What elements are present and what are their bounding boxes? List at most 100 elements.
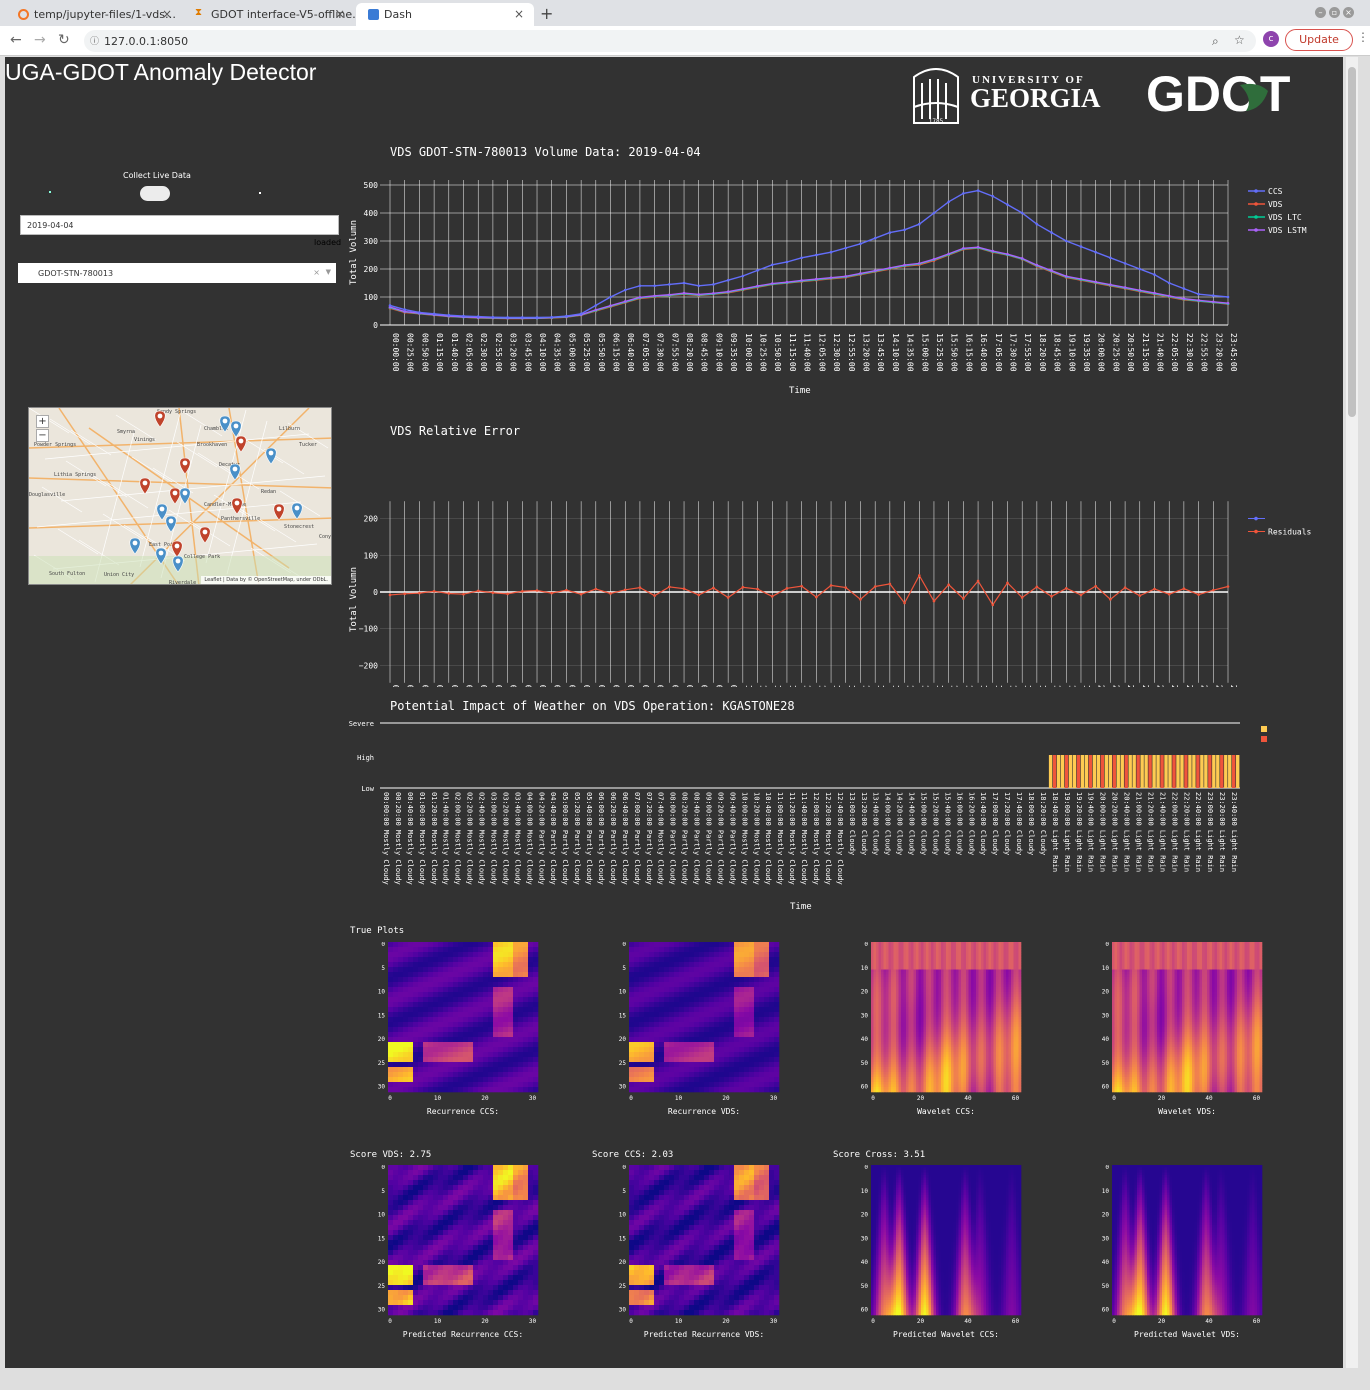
heat-cell [724, 1072, 730, 1078]
heat-cell [428, 1002, 434, 1008]
new-tab-icon[interactable]: + [540, 4, 554, 23]
heat-cell [986, 962, 989, 965]
heat-cell [936, 997, 939, 1000]
station-map[interactable]: Sandy Springs Smyrna Chamblee Lilburn Powder… [28, 407, 332, 585]
zoom-icon[interactable]: ⌕ [1212, 34, 1219, 48]
heat-cell [398, 1037, 404, 1043]
heat-cell [991, 954, 994, 958]
heat-cell [473, 1082, 479, 1088]
heat-cell [453, 962, 459, 968]
heat-cell [393, 1072, 399, 1078]
heat-cell [943, 949, 947, 953]
heat-cell [951, 1012, 954, 1015]
window-close-icon[interactable]: × [1343, 7, 1354, 18]
heat-cell [774, 1077, 780, 1083]
heat-cell [886, 962, 889, 965]
heat-cell [774, 997, 780, 1003]
heat-cell [946, 944, 949, 948]
data-point [462, 592, 465, 596]
minimize-icon[interactable]: – [1315, 7, 1326, 18]
back-icon[interactable]: ← [10, 32, 22, 48]
data-point [1211, 294, 1215, 297]
heat-cell [898, 984, 902, 988]
tab-gdot-interface[interactable]: ⧗ GDOT interface-V5-offline… × [183, 3, 355, 26]
heat-cell [958, 1032, 962, 1035]
heat-cell [704, 987, 710, 993]
heat-cell [931, 949, 934, 953]
heat-cell [749, 997, 755, 1003]
clear-icon[interactable]: × [313, 268, 320, 277]
zoom-in-button[interactable]: + [36, 415, 49, 428]
bookmark-star-icon[interactable]: ☆ [1234, 33, 1245, 47]
heat-cell [878, 1034, 882, 1038]
heat-cell [993, 979, 997, 983]
live-data-toggle[interactable] [140, 186, 170, 201]
chevron-down-icon[interactable]: ▼ [325, 268, 331, 276]
heat-cell [1003, 1034, 1007, 1038]
heat-cell [523, 1027, 529, 1033]
heat-cell [513, 1057, 519, 1063]
heat-cell [941, 964, 944, 968]
heat-cell [901, 1024, 904, 1028]
heat-cell [518, 947, 524, 953]
forward-icon[interactable]: → [34, 32, 46, 48]
heat-cell [523, 1082, 529, 1088]
heat-cell [926, 967, 929, 970]
heat-cell [774, 992, 780, 998]
heat-cell [968, 984, 972, 988]
date-input[interactable]: 2019-04-04 [20, 215, 339, 235]
heat-cell [911, 977, 914, 980]
heat-cell [704, 1017, 710, 1023]
close-icon[interactable]: × [161, 7, 172, 21]
reload-icon[interactable]: ↻ [58, 32, 70, 48]
heat-cell [896, 1029, 899, 1033]
x-tick-label: 03:45:00 [523, 333, 532, 372]
heat-cell [754, 1042, 760, 1048]
heat-cell [669, 977, 675, 983]
url-field[interactable]: ⓘ 127.0.0.1:8050 ⌕ ☆ [84, 30, 1256, 52]
heat-cell [1018, 947, 1022, 950]
heat-cell [901, 974, 904, 978]
heat-cell [533, 987, 539, 993]
zoom-out-button[interactable]: − [36, 429, 49, 442]
heat-cell [891, 979, 894, 983]
heat-cell [498, 987, 504, 993]
update-button[interactable]: Update [1285, 29, 1353, 51]
tab-dash[interactable]: Dash × [356, 3, 534, 26]
heat-cell [936, 1029, 939, 1033]
x-tick-label: 12:05:00 [817, 685, 826, 687]
heat-cell [694, 1067, 700, 1073]
heat-cell [764, 1087, 770, 1093]
heat-cell [388, 972, 394, 978]
heat-cell [684, 1037, 690, 1043]
profile-avatar[interactable]: c [1263, 31, 1279, 47]
heat-cell [893, 944, 897, 948]
heat-cell [908, 987, 912, 990]
heat-cell [664, 967, 670, 973]
heat-cell [891, 1007, 894, 1010]
station-dropdown[interactable]: GDOT-STN-780013 × ▼ [18, 263, 336, 283]
heat-cell [921, 987, 924, 990]
maximize-icon[interactable]: ▫ [1329, 7, 1340, 18]
close-icon[interactable]: × [334, 7, 345, 21]
heat-cell [936, 1012, 939, 1015]
menu-icon[interactable]: ⋮ [1357, 30, 1369, 44]
heat-cell [973, 952, 977, 955]
impact-bar [1180, 755, 1184, 788]
heat-cell [448, 1022, 454, 1028]
heat-cell [413, 987, 419, 993]
error-chart[interactable]: −200−100010020000:00:0000:25:0000:50:000… [340, 447, 1330, 687]
heat-cell [1013, 987, 1017, 990]
map-road [29, 517, 331, 529]
heat-cell [629, 1007, 635, 1013]
heat-cell [958, 1027, 962, 1030]
heat-cell [443, 1067, 449, 1073]
heat-cell [976, 1012, 979, 1015]
tab-jupyter[interactable]: temp/jupyter-files/1-vds… × [6, 3, 182, 26]
heat-cell [973, 957, 977, 960]
close-icon[interactable]: × [513, 7, 524, 21]
data-point [770, 263, 774, 267]
heat-cell [508, 952, 514, 958]
